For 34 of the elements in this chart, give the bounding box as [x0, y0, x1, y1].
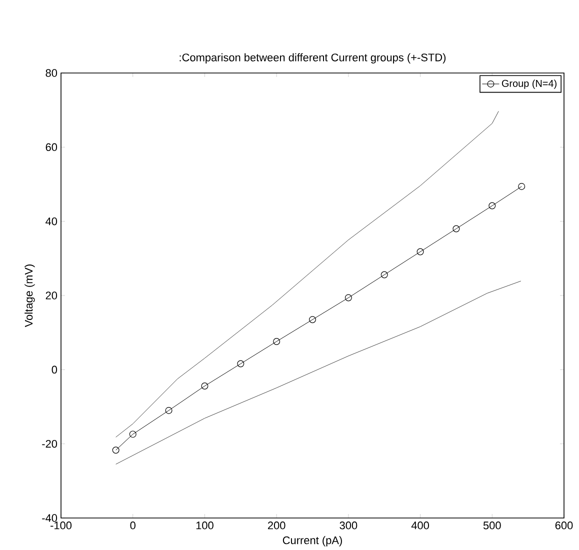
y-tick-label: 20 — [46, 292, 58, 300]
point — [112, 446, 120, 454]
x-tick-label: 400 — [411, 522, 429, 530]
chart-title: :Comparison between different Current groups (+-STD) — [180, 53, 446, 64]
point — [344, 294, 352, 302]
point — [165, 407, 172, 414]
x-tick-label: 100 — [196, 522, 214, 530]
point — [518, 183, 526, 190]
point — [129, 430, 136, 438]
y-axis-title: Voltage (mV) — [24, 264, 35, 328]
point — [309, 316, 316, 324]
line-series — [116, 111, 499, 438]
y-tick-label: -40 — [42, 514, 58, 522]
x-axis-title: Current (pA) — [282, 536, 342, 546]
point — [201, 382, 208, 390]
x-tick-label: 200 — [268, 522, 286, 530]
legend-label: Group (N=4) — [502, 80, 556, 90]
line-series — [116, 280, 522, 465]
y-tick-label: 0 — [52, 366, 58, 374]
point — [237, 360, 244, 368]
x-tick-label: 300 — [340, 522, 358, 530]
x-tick-label: 0 — [130, 522, 136, 530]
point — [416, 248, 424, 256]
y-tick-label: -20 — [42, 440, 58, 448]
x-tick-label: 600 — [555, 522, 573, 530]
x-tick-label: -100 — [50, 522, 72, 530]
y-tick-label: 40 — [46, 218, 58, 226]
point — [380, 271, 388, 278]
point — [488, 202, 496, 210]
x-tick-label: 500 — [483, 522, 501, 530]
point — [273, 338, 280, 346]
y-tick-label: 80 — [46, 69, 58, 78]
point — [452, 225, 460, 232]
y-tick-label: 60 — [46, 143, 58, 152]
